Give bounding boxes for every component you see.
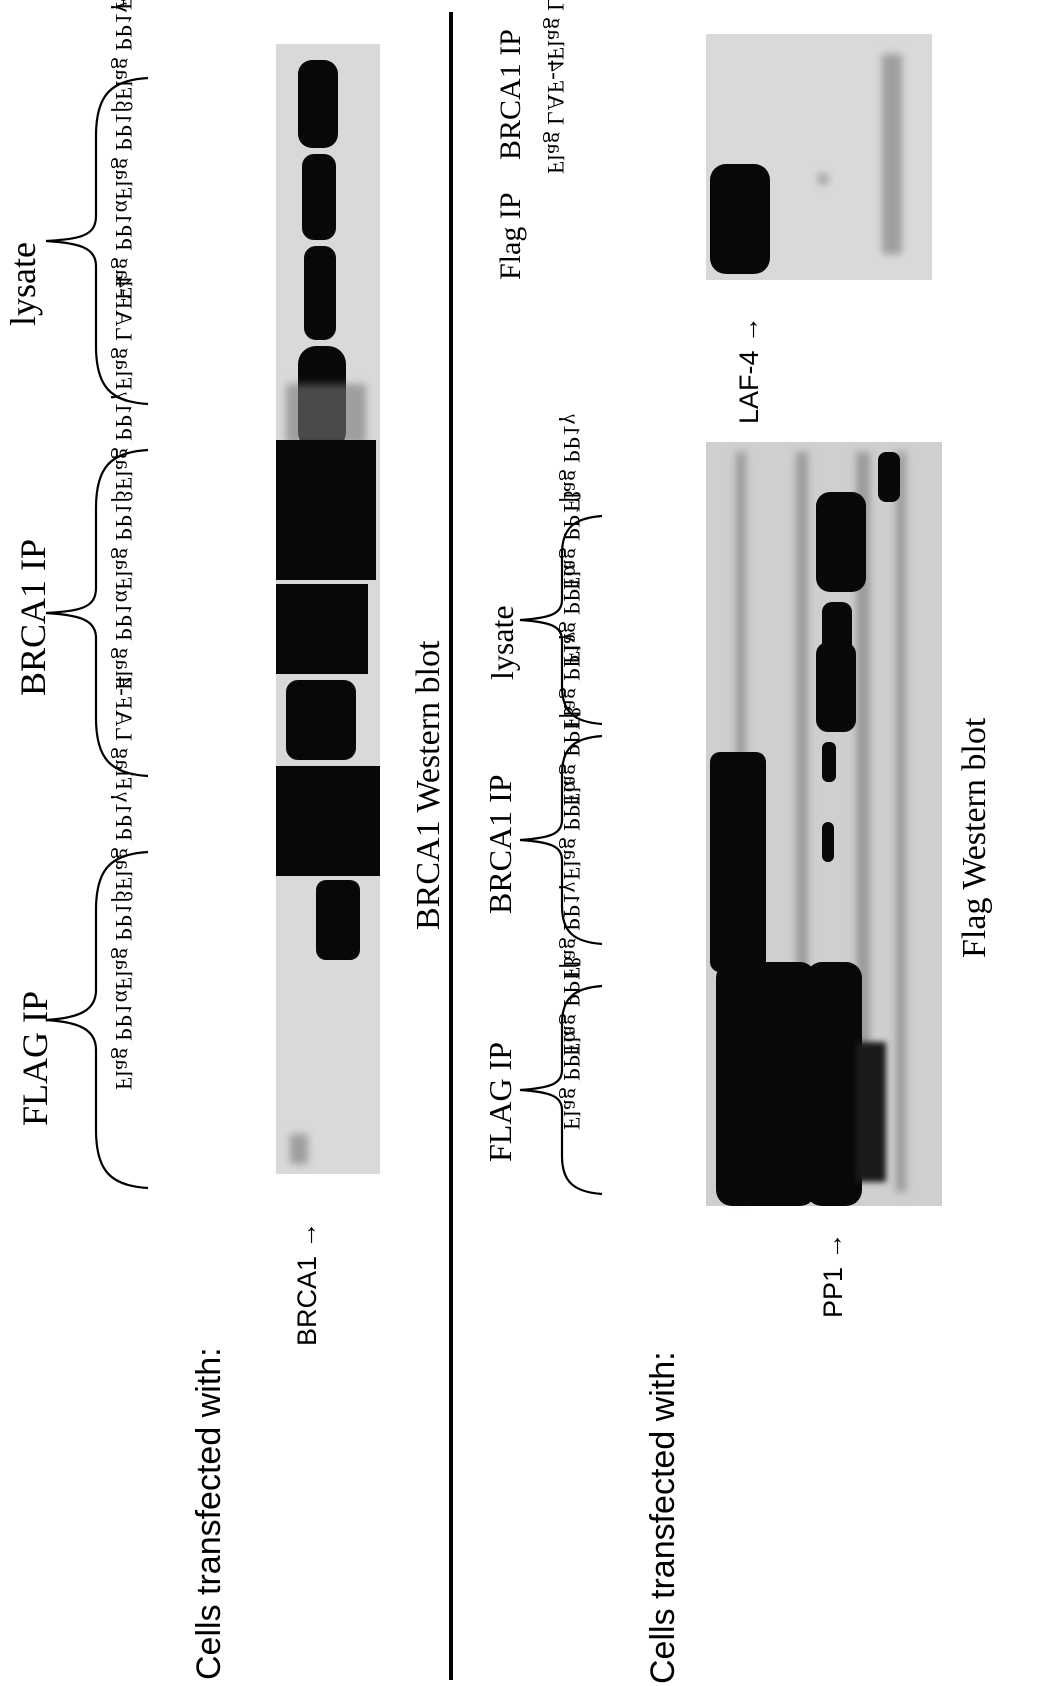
lane-top-brca1ip-laf4: Flag LAF-4 [543, 0, 568, 60]
band-flagip-heavy [716, 962, 816, 1206]
right-panel-caption: Flag Western blot [956, 717, 993, 958]
faint-flagip-pp1a [290, 1134, 308, 1164]
streak-2 [796, 452, 808, 972]
lane-brca1ip-pp1g: Flag PP1γ [111, 391, 136, 490]
lane-lysate-laf4: Flag LAF-4 [110, 0, 136, 10]
brca1-blot-image [276, 44, 380, 1174]
brca1-marker-label: BRCA1 → [292, 1221, 323, 1346]
band-brca1ip-pp1-1 [822, 742, 836, 782]
band-lysate-pp1g [302, 154, 336, 240]
band-brca1ip-pp1b [286, 680, 356, 760]
band-brca1ip-pp1a [276, 766, 380, 876]
brace-flag-ip [45, 850, 149, 1190]
arrow-icon: → [292, 1221, 322, 1249]
faint-spot [818, 174, 828, 184]
smear-flagip [856, 1042, 886, 1182]
streak-4 [896, 452, 906, 1192]
band-brca1ip-pp1g [276, 584, 368, 674]
laf4-marker-text: LAF-4 [734, 350, 764, 424]
brace-brca1-ip [45, 448, 149, 778]
brca1-marker-text: BRCA1 [292, 1255, 322, 1346]
lane-top-flagip-laf4: Flag LAF-4 [543, 59, 568, 174]
group-label-top-flag-ip: Flag IP [494, 192, 527, 280]
lane-flagip-pp1g: Flag PP1γ [111, 791, 136, 890]
laf4-marker-label: LAF-4 → [734, 316, 765, 424]
brace-lysate [45, 76, 149, 406]
band-lysate-top-right [878, 452, 900, 502]
lane-flagip-pp1a: Flag PP1α [111, 989, 136, 1090]
group-label-lysate: lysate [3, 242, 43, 326]
lane-flagip-pp1b: Flag PP1β [111, 890, 136, 990]
lane-right-flagip-pp1g: Flag PP1γ [559, 881, 584, 980]
band-flagip-laf4-right [710, 164, 770, 274]
flag-blot-image [706, 442, 942, 1206]
band-flagip-laf4 [316, 880, 360, 960]
brace-right-lysate [519, 514, 603, 726]
band-flagip-pp1 [806, 962, 862, 1206]
arrow-icon: → [734, 315, 764, 343]
lane-flagip-laf4: Flag LAF-4 [111, 675, 136, 790]
band-brca1ip-laf4 [276, 440, 376, 580]
left-cells-label: Cells transfected with: [190, 1347, 228, 1680]
band-brca1ip-pp1-2 [822, 822, 834, 862]
brace-right-brca1-ip [519, 734, 603, 946]
lane-brca1ip-pp1b: Flag PP1β [111, 490, 136, 590]
panel-divider [449, 12, 453, 1680]
lane-lysate-pp1a: Flag PP1α [111, 199, 136, 300]
laf4-blot-image [706, 34, 932, 280]
smear-lysate [286, 384, 366, 444]
faint-brca1ip-laf4 [882, 54, 902, 254]
lane-right-lysate-pp1g: Flag PP1γ [559, 413, 584, 512]
pp1-marker-label: PP1 → [818, 1232, 849, 1318]
right-cells-label: Cells transfected with: [644, 1351, 682, 1684]
band-lysate-pp1b [304, 246, 336, 340]
pp1-marker-text: PP1 [818, 1266, 848, 1318]
brace-right-flag-ip [519, 984, 603, 1196]
band-lysate-pp1a-right [816, 642, 856, 732]
lane-lysate-pp1g: Flag PP1γ [111, 1, 136, 100]
group-label-top-brca1-ip: BRCA1 IP [494, 29, 527, 160]
arrow-icon: → [818, 1232, 848, 1260]
lane-brca1ip-pp1a: Flag PP1α [111, 589, 136, 690]
left-panel-caption: BRCA1 Western blot [410, 640, 447, 930]
band-lysate-laf4 [298, 60, 338, 148]
band-lysate-pp1g-right [816, 492, 866, 592]
lane-lysate-pp1b: Flag PP1β [111, 100, 136, 200]
band-brca1ip-heavy [710, 752, 766, 972]
